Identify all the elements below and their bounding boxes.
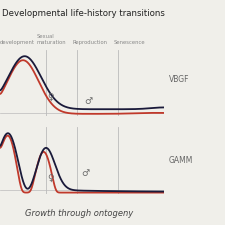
Text: Growth through ontogeny: Growth through ontogeny <box>25 209 133 218</box>
Text: ♀: ♀ <box>48 174 54 183</box>
Text: development: development <box>0 40 35 45</box>
Text: VBGF: VBGF <box>169 75 189 84</box>
Text: Reproduction: Reproduction <box>72 40 107 45</box>
Text: Senescence: Senescence <box>113 40 145 45</box>
Text: GAMM: GAMM <box>169 156 193 165</box>
Text: Sexual
maturation: Sexual maturation <box>36 34 66 45</box>
Text: Developmental life-history transitions: Developmental life-history transitions <box>2 9 165 18</box>
Text: ♂: ♂ <box>81 169 90 178</box>
Text: ♂: ♂ <box>85 97 93 106</box>
Text: ♀: ♀ <box>48 93 54 102</box>
